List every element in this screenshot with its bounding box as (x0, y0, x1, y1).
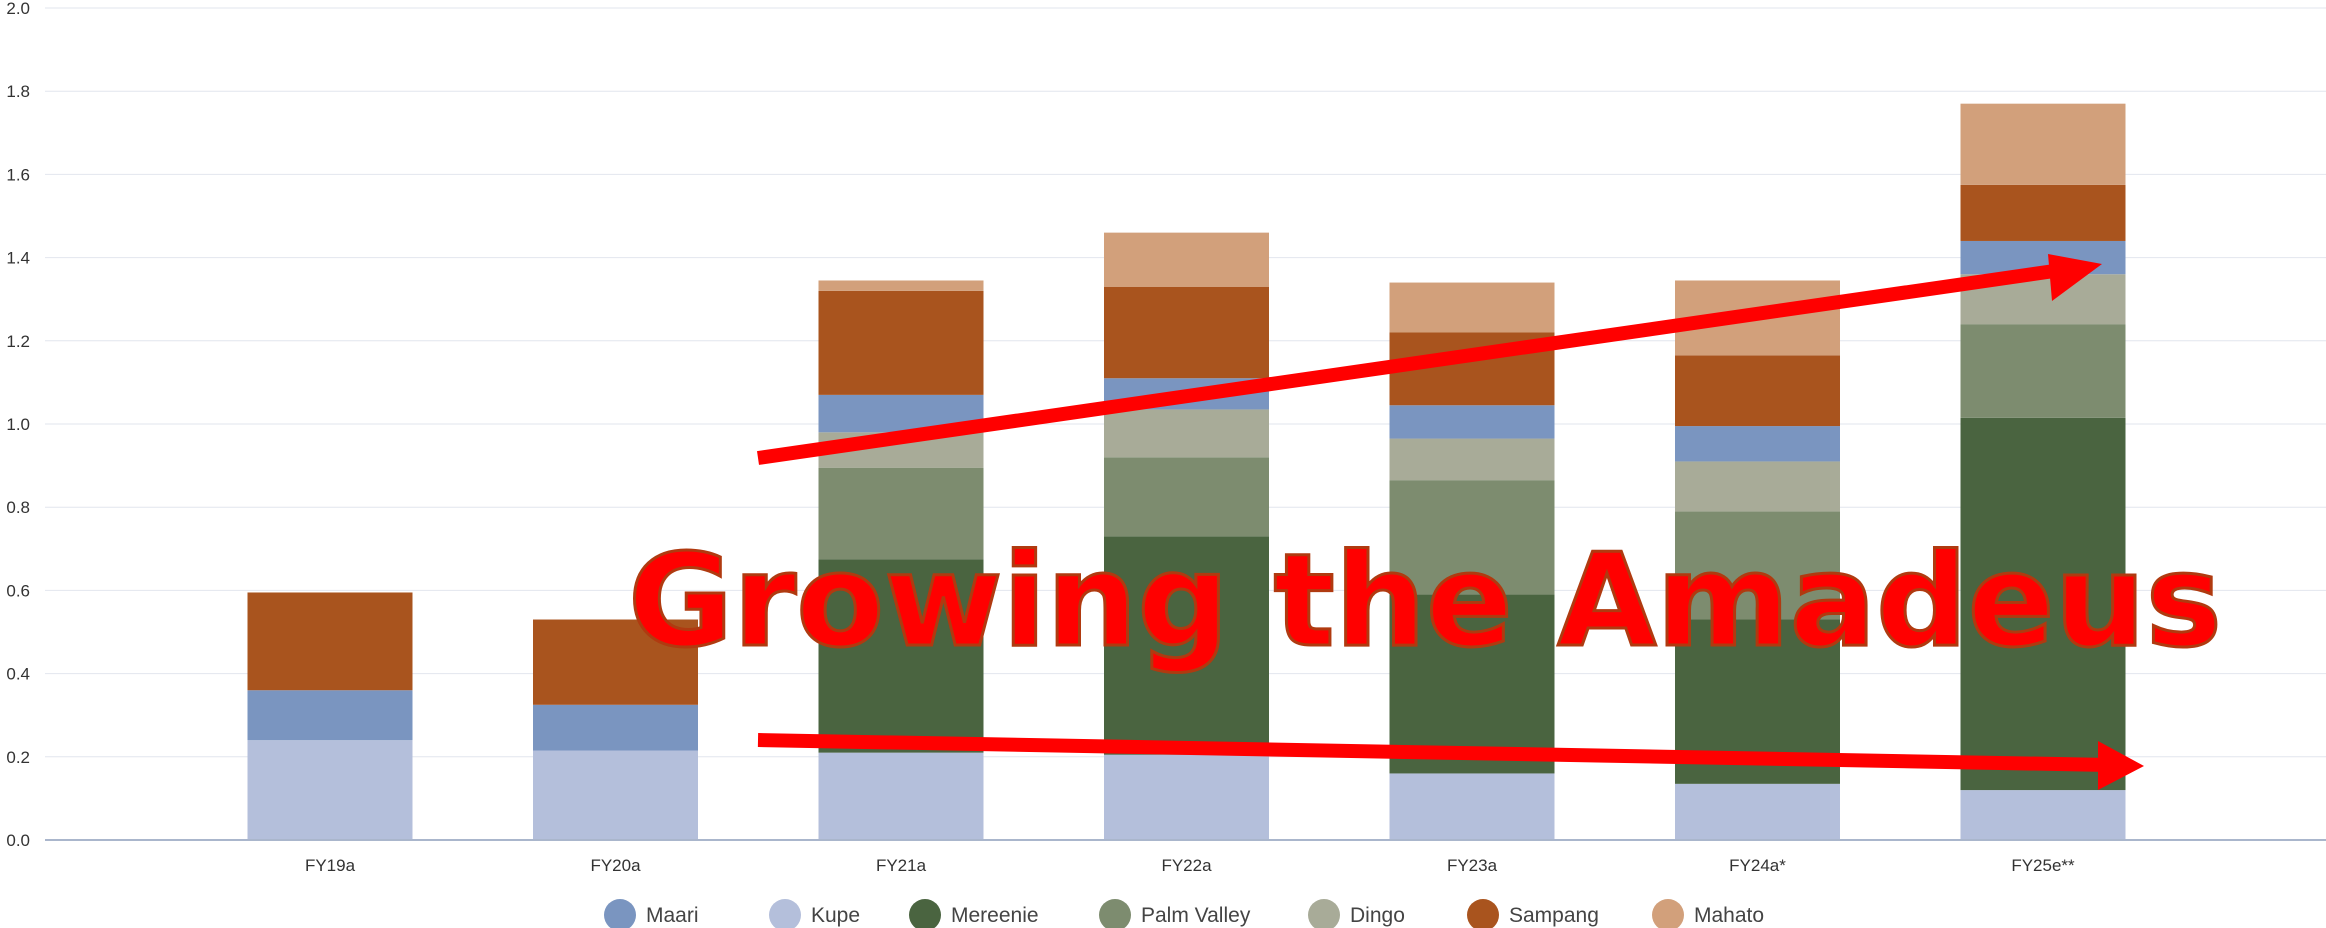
upper-trend-arrow-line (757, 261, 2076, 465)
legend-item-palm-valley: Palm Valley (1099, 899, 1251, 928)
bar-segment-mereenie (1960, 417, 2126, 791)
bar-segment-mereenie (818, 559, 984, 753)
x-tick-label: FY20a (590, 856, 641, 875)
x-tick-label: FY21a (876, 856, 927, 875)
bar-segment-mahato (1389, 282, 1555, 333)
legend-item-kupe: Kupe (769, 899, 860, 928)
bar-segment-sampang (1675, 355, 1840, 427)
bar-segment-palm-valley (1389, 480, 1555, 595)
x-tick-label: FY24a* (1729, 856, 1786, 875)
x-tick-label: FY23a (1447, 856, 1498, 875)
legend-item-maari: Maari (604, 899, 699, 928)
x-tick-label: FY19a (305, 856, 356, 875)
legend-swatch (1652, 899, 1684, 928)
y-tick-label: 1.2 (6, 332, 30, 351)
bar-segment-kupe (1104, 754, 1269, 840)
bar-segment-palm-valley (1104, 457, 1269, 537)
bar-segment-maari (533, 704, 698, 751)
legend-swatch (1099, 899, 1131, 928)
bar-segment-dingo (1675, 461, 1840, 512)
legend-swatch (604, 899, 636, 928)
bar-segment-maari (1675, 426, 1840, 462)
bar-segment-mereenie (1104, 536, 1269, 755)
legend-item-dingo: Dingo (1308, 899, 1405, 928)
bar-segment-sampang (247, 592, 413, 691)
x-axis: FY19a FY20a FY21a FY22a FY23a FY24a* FY25e** (305, 856, 2075, 875)
y-tick-label: 1.8 (6, 82, 30, 101)
bar-segment-sampang (1960, 184, 2126, 241)
headline-annotation: Growing the Amadeus (628, 527, 2222, 676)
y-tick-label: 0.2 (6, 748, 30, 767)
legend-label: Dingo (1350, 904, 1405, 927)
x-tick-label: FY22a (1161, 856, 1212, 875)
legend-label: Maari (646, 904, 699, 927)
y-tick-label: 0.0 (6, 831, 30, 850)
bar-segment-palm-valley (1675, 511, 1840, 620)
bar-segment-kupe (1675, 783, 1840, 840)
legend-label: Sampang (1509, 904, 1599, 927)
bar-segment-kupe (533, 750, 698, 840)
bar-segment-maari (247, 690, 413, 741)
y-tick-label: 0.6 (6, 581, 30, 600)
legend-swatch (1308, 899, 1340, 928)
y-tick-label: 1.6 (6, 165, 30, 184)
legend-swatch (1467, 899, 1499, 928)
legend-item-mahato: Mahato (1652, 899, 1764, 928)
bar-stack-fy22a (1104, 232, 1269, 840)
bar-segment-mahato (1104, 232, 1269, 287)
legend-swatch (769, 899, 801, 928)
bar-stack-fy19a (247, 592, 413, 840)
bar-segment-maari (1389, 405, 1555, 439)
bar-segment-palm-valley (818, 467, 984, 560)
bar-segment-sampang (1104, 286, 1269, 379)
bar-segment-dingo (1104, 409, 1269, 458)
y-tick-label: 1.4 (6, 249, 30, 268)
lower-trend-arrow-line (757, 733, 2111, 772)
bar-stack-fy23a (1389, 282, 1555, 840)
bar-segment-sampang (818, 290, 984, 395)
legend-swatch (909, 899, 941, 928)
bar-segment-palm-valley (1960, 324, 2126, 418)
bar-segment-kupe (818, 752, 984, 840)
legend-label: Mahato (1694, 904, 1764, 927)
y-tick-label: 0.8 (6, 498, 30, 517)
legend: Maari Kupe Mereenie Palm Valley Dingo Sampang… (604, 899, 1764, 928)
bar-segment-sampang (533, 619, 698, 705)
bar-stacks (247, 103, 2126, 840)
bar-stack-fy21a (818, 280, 984, 840)
bar-segment-mahato (818, 280, 984, 291)
x-tick-label: FY25e** (2011, 856, 2075, 875)
legend-label: Kupe (811, 904, 860, 927)
legend-item-mereenie: Mereenie (909, 899, 1039, 928)
bar-segment-mahato (1960, 103, 2126, 185)
legend-label: Mereenie (951, 904, 1039, 927)
bar-stack-fy25e (1960, 103, 2126, 840)
bar-segment-kupe (1960, 790, 2126, 840)
y-tick-label: 1.0 (6, 415, 30, 434)
legend-label: Palm Valley (1141, 904, 1251, 927)
y-tick-label: 2.0 (6, 0, 30, 18)
upper-trend-arrowhead (2048, 254, 2102, 301)
bar-segment-kupe (247, 740, 413, 840)
annotations: Growing the Amadeus (627, 254, 2223, 790)
bar-stack-fy20a (533, 619, 698, 840)
y-tick-label: 0.4 (6, 665, 30, 684)
bar-segment-mereenie (1389, 594, 1555, 774)
legend-item-sampang: Sampang (1467, 899, 1599, 928)
y-axis: 0.0 0.2 0.4 0.6 0.8 1.0 1.2 1.4 1.6 1.8 2.0 (6, 0, 30, 850)
bar-segment-dingo (1389, 438, 1555, 481)
bar-segment-kupe (1389, 773, 1555, 840)
lower-trend-arrowhead (2098, 741, 2144, 790)
